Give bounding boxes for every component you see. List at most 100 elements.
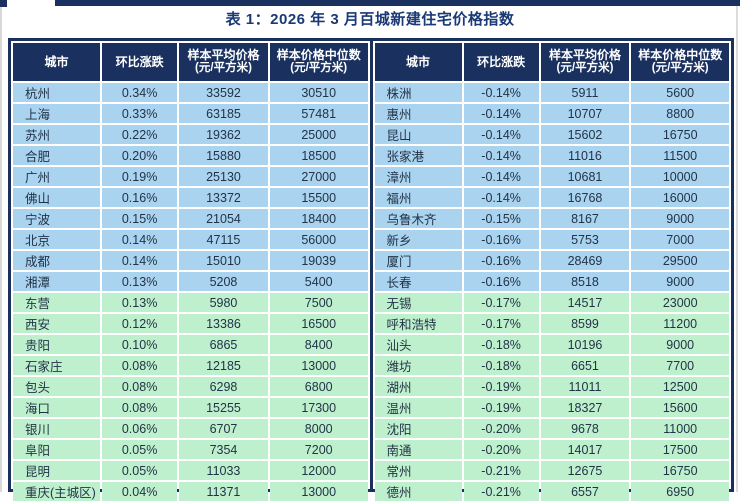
table-row: 温州 -0.19% 18327 15600	[374, 398, 729, 417]
median-price-cell: 7700	[631, 356, 729, 375]
city-cell: 株洲	[374, 83, 462, 102]
avg-price-cell: 7354	[179, 440, 268, 459]
change-cell: -0.18%	[463, 335, 539, 354]
change-cell: 0.22%	[102, 125, 178, 144]
median-price-cell: 11200	[631, 314, 729, 333]
top-left-accent-square	[0, 0, 7, 7]
table-row: 西安 0.12% 13386 16500	[13, 314, 368, 333]
table-row: 漳州 -0.14% 10681 10000	[374, 167, 729, 186]
median-price-cell: 16500	[269, 314, 368, 333]
avg-price-cell: 28469	[540, 251, 630, 270]
median-price-cell: 18500	[269, 146, 368, 165]
city-cell: 佛山	[13, 188, 101, 207]
avg-price-cell: 15602	[540, 125, 630, 144]
change-cell: 0.05%	[102, 461, 178, 480]
city-cell: 漳州	[374, 167, 462, 186]
median-price-cell: 7500	[269, 293, 368, 312]
city-cell: 杭州	[13, 83, 101, 102]
city-cell: 昆明	[13, 461, 101, 480]
city-cell: 长春	[374, 272, 462, 291]
change-cell: 0.14%	[102, 251, 178, 270]
median-price-cell: 7200	[269, 440, 368, 459]
median-price-cell: 29500	[631, 251, 729, 270]
city-cell: 温州	[374, 398, 462, 417]
change-cell: -0.14%	[463, 167, 539, 186]
avg-price-cell: 11011	[540, 377, 630, 396]
table-row: 宁波 0.15% 21054 18400	[13, 209, 368, 228]
change-cell: 0.19%	[102, 167, 178, 186]
avg-price-cell: 15255	[179, 398, 268, 417]
city-cell: 贵阳	[13, 335, 101, 354]
avg-price-cell: 14017	[540, 440, 630, 459]
change-cell: -0.14%	[463, 188, 539, 207]
table-row: 成都 0.14% 15010 19039	[13, 251, 368, 270]
city-cell: 北京	[13, 230, 101, 249]
city-cell: 昆山	[374, 125, 462, 144]
table-row: 昆山 -0.14% 15602 16750	[374, 125, 729, 144]
median-price-cell: 16750	[631, 125, 729, 144]
change-cell: -0.16%	[463, 230, 539, 249]
avg-price-cell: 14517	[540, 293, 630, 312]
city-cell: 新乡	[374, 230, 462, 249]
table-row: 杭州 0.34% 33592 30510	[13, 83, 368, 102]
table-row: 上海 0.33% 63185 57481	[13, 104, 368, 123]
change-cell: -0.19%	[463, 398, 539, 417]
table-row: 包头 0.08% 6298 6800	[13, 377, 368, 396]
change-cell: 0.10%	[102, 335, 178, 354]
median-price-cell: 7000	[631, 230, 729, 249]
median-price-cell: 16000	[631, 188, 729, 207]
top-divider-bar	[55, 0, 740, 6]
table-row: 银川 0.06% 6707 8000	[13, 419, 368, 438]
table-row: 广州 0.19% 25130 27000	[13, 167, 368, 186]
avg-price-cell: 10196	[540, 335, 630, 354]
avg-price-cell: 15010	[179, 251, 268, 270]
table-row: 昆明 0.05% 11033 12000	[13, 461, 368, 480]
table-row: 湖州 -0.19% 11011 12500	[374, 377, 729, 396]
table-row: 东营 0.13% 5980 7500	[13, 293, 368, 312]
avg-price-cell: 11016	[540, 146, 630, 165]
col-header-avg-price: 样本平均价格 (元/平方米)	[179, 43, 268, 81]
city-cell: 沈阳	[374, 419, 462, 438]
city-cell: 汕头	[374, 335, 462, 354]
median-price-cell: 25000	[269, 125, 368, 144]
table-row: 无锡 -0.17% 14517 23000	[374, 293, 729, 312]
median-price-cell: 56000	[269, 230, 368, 249]
avg-price-cell: 18327	[540, 398, 630, 417]
avg-price-cell: 13386	[179, 314, 268, 333]
table-row: 乌鲁木齐 -0.15% 8167 9000	[374, 209, 729, 228]
table-row: 湘潭 0.13% 5208 5400	[13, 272, 368, 291]
median-price-cell: 11500	[631, 146, 729, 165]
table-row: 张家港 -0.14% 11016 11500	[374, 146, 729, 165]
table-row: 海口 0.08% 15255 17300	[13, 398, 368, 417]
col-header-change: 环比涨跌	[102, 43, 178, 81]
col-header-change: 环比涨跌	[463, 43, 539, 81]
change-cell: 0.08%	[102, 356, 178, 375]
change-cell: -0.14%	[463, 104, 539, 123]
median-price-cell: 15500	[269, 188, 368, 207]
avg-price-cell: 19362	[179, 125, 268, 144]
header-row: 城市 环比涨跌 样本平均价格 (元/平方米) 样本价格中位数 (元/平方米)	[374, 43, 729, 81]
median-price-cell: 8000	[269, 419, 368, 438]
price-table-left: 城市 环比涨跌 样本平均价格 (元/平方米) 样本价格中位数 (元/平方米) 杭州 0…	[11, 41, 370, 503]
change-cell: -0.20%	[463, 419, 539, 438]
avg-price-cell: 10707	[540, 104, 630, 123]
table-row: 苏州 0.22% 19362 25000	[13, 125, 368, 144]
right-edge-strip	[736, 0, 738, 492]
price-index-table: 城市 环比涨跌 样本平均价格 (元/平方米) 样本价格中位数 (元/平方米) 杭州 0…	[8, 38, 734, 501]
city-cell: 包头	[13, 377, 101, 396]
table-row: 合肥 0.20% 15880 18500	[13, 146, 368, 165]
avg-price-cell: 6651	[540, 356, 630, 375]
city-cell: 合肥	[13, 146, 101, 165]
avg-price-cell: 9678	[540, 419, 630, 438]
median-price-cell: 8400	[269, 335, 368, 354]
price-table-right: 城市 环比涨跌 样本平均价格 (元/平方米) 样本价格中位数 (元/平方米) 株洲 -…	[373, 41, 732, 503]
city-cell: 湘潭	[13, 272, 101, 291]
avg-price-cell: 6865	[179, 335, 268, 354]
median-price-cell: 12500	[631, 377, 729, 396]
city-cell: 上海	[13, 104, 101, 123]
change-cell: -0.21%	[463, 461, 539, 480]
change-cell: 0.20%	[102, 146, 178, 165]
avg-price-cell: 15880	[179, 146, 268, 165]
city-cell: 成都	[13, 251, 101, 270]
change-cell: 0.05%	[102, 440, 178, 459]
